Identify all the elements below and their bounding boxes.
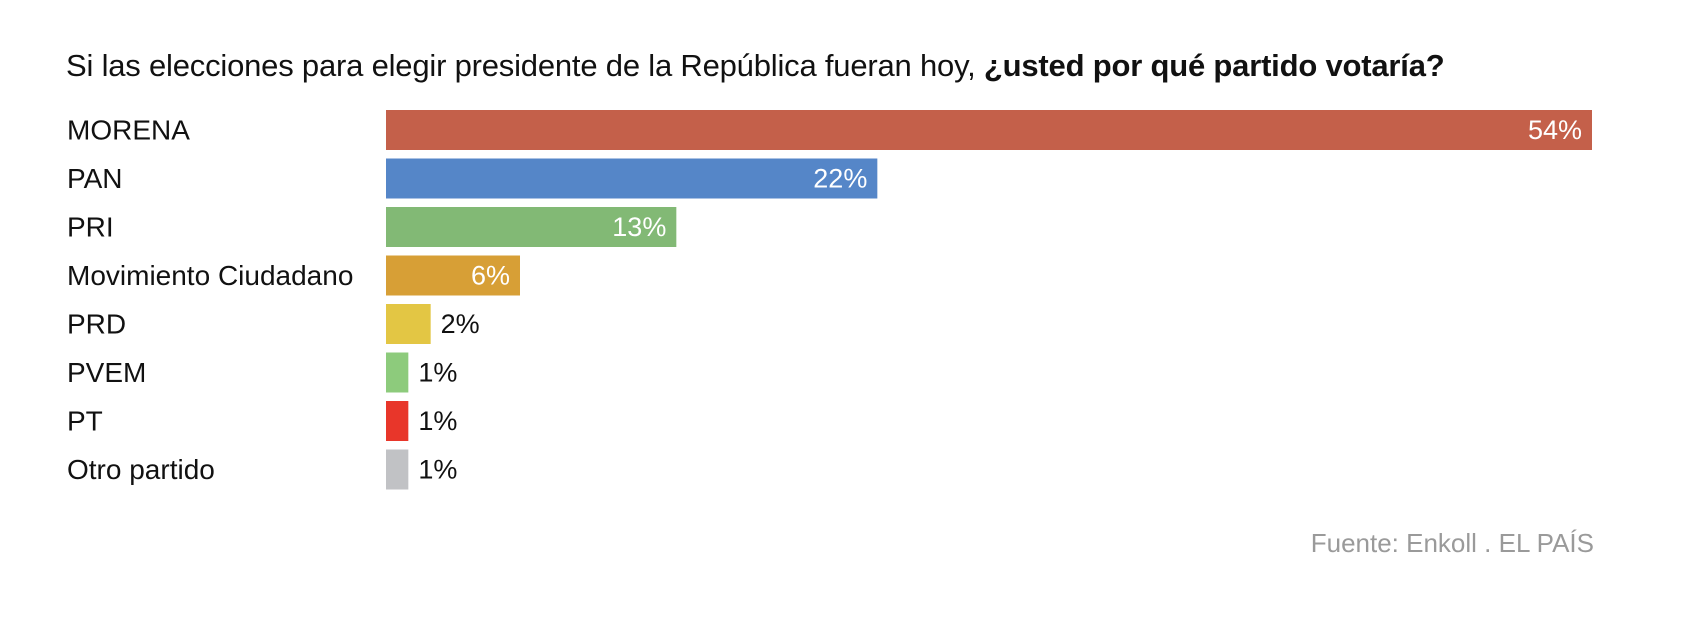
value-label: 1% (418, 406, 457, 436)
chart-title-bold: ¿usted por qué partido votaría? (983, 48, 1445, 83)
bar (386, 207, 677, 247)
bar (386, 255, 520, 296)
category-label: PT (67, 406, 103, 437)
value-label: 22% (813, 164, 867, 194)
value-label: 1% (418, 455, 457, 485)
value-label: 54% (1528, 115, 1582, 145)
category-label: Movimiento Ciudadano (67, 260, 353, 291)
source-credit: Fuente: Enkoll . EL PAÍS (1310, 528, 1594, 558)
bar (386, 304, 431, 344)
category-label: Otro partido (67, 454, 215, 485)
value-label: 13% (612, 212, 666, 242)
chart-title-regular: Si las elecciones para elegir presidente… (66, 48, 984, 83)
bar (386, 401, 409, 441)
category-label: PRI (67, 212, 114, 243)
bar (386, 158, 878, 199)
bar (386, 449, 409, 490)
value-label: 1% (418, 358, 457, 388)
category-label: PVEM (67, 357, 146, 388)
category-label: PRD (67, 309, 126, 340)
category-label: PAN (67, 163, 123, 194)
category-label: MORENA (67, 115, 190, 146)
value-label: 6% (471, 261, 510, 291)
chart-title: Si las elecciones para elegir presidente… (66, 44, 1445, 88)
bar (386, 352, 409, 393)
bar (386, 110, 1592, 150)
value-label: 2% (441, 309, 480, 339)
